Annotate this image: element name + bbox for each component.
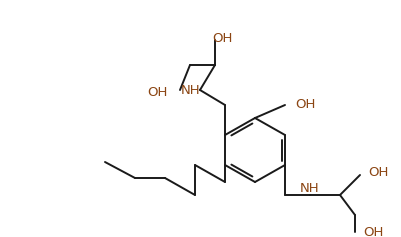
Text: OH: OH (363, 225, 383, 237)
Text: NH: NH (300, 182, 320, 195)
Text: OH: OH (368, 165, 389, 178)
Text: OH: OH (295, 99, 315, 111)
Text: OH: OH (148, 87, 168, 100)
Text: NH: NH (180, 83, 200, 96)
Text: OH: OH (212, 32, 232, 45)
